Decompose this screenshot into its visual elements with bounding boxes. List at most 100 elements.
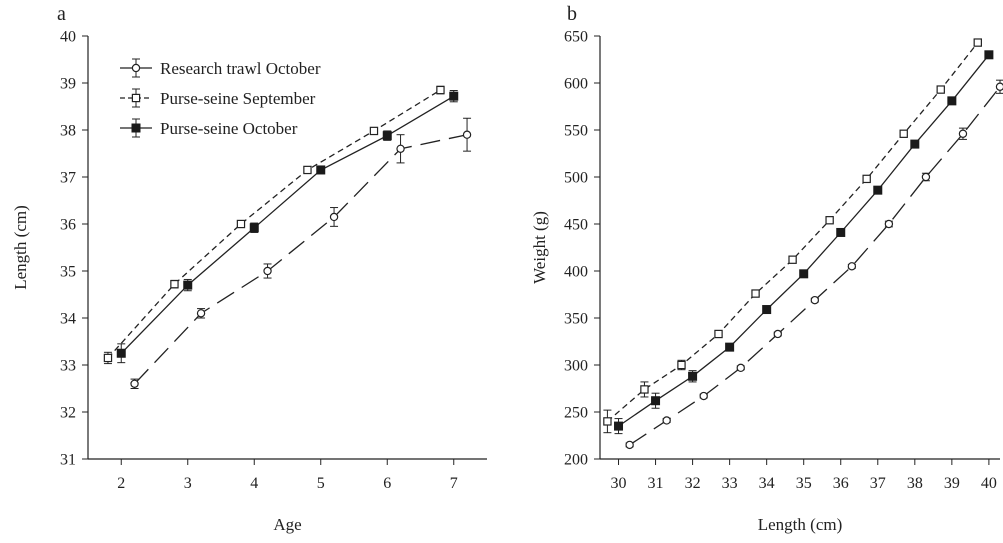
y-tick-label: 34 xyxy=(60,311,76,328)
x-tick-label: 32 xyxy=(685,475,701,492)
y-tick-label: 39 xyxy=(60,76,76,93)
data-point xyxy=(763,306,771,314)
data-point xyxy=(104,354,111,361)
data-point xyxy=(171,281,178,288)
series-open-square xyxy=(603,39,981,433)
y-tick-label: 300 xyxy=(564,358,588,375)
data-point xyxy=(700,392,707,399)
data-point xyxy=(837,228,845,236)
y-tick-label: 32 xyxy=(60,405,76,422)
data-point xyxy=(663,417,670,424)
data-point xyxy=(874,186,882,194)
data-point xyxy=(652,397,660,405)
y-tick-label: 38 xyxy=(60,123,76,140)
data-point xyxy=(383,132,391,140)
data-point xyxy=(450,92,458,100)
y-tick-label: 350 xyxy=(564,311,588,328)
legend-label: Purse-seine October xyxy=(160,119,298,138)
legend-label: Research trawl October xyxy=(160,59,321,78)
data-point xyxy=(726,343,734,351)
x-axis-label: Length (cm) xyxy=(758,515,843,534)
data-point xyxy=(900,130,907,137)
data-point xyxy=(959,130,966,137)
y-tick-label: 250 xyxy=(564,405,588,422)
data-point xyxy=(304,166,311,173)
data-point xyxy=(922,173,929,180)
data-point xyxy=(604,418,611,425)
legend-marker xyxy=(132,64,139,71)
data-point xyxy=(317,166,325,174)
legend-marker xyxy=(132,124,140,132)
data-point xyxy=(752,290,759,297)
y-tick-label: 40 xyxy=(60,29,76,46)
panel-label: b xyxy=(567,3,577,25)
x-tick-label: 38 xyxy=(907,475,923,492)
series-filled-square xyxy=(615,51,993,434)
data-point xyxy=(117,349,125,357)
x-tick-label: 31 xyxy=(648,475,664,492)
y-tick-label: 600 xyxy=(564,76,588,93)
x-tick-label: 36 xyxy=(833,475,849,492)
data-point xyxy=(330,213,337,220)
data-point xyxy=(774,330,781,337)
data-point xyxy=(641,386,648,393)
x-tick-label: 3 xyxy=(184,475,192,492)
data-point xyxy=(826,217,833,224)
x-tick-label: 4 xyxy=(250,475,258,492)
x-tick-label: 2 xyxy=(117,475,125,492)
x-tick-label: 37 xyxy=(870,475,886,492)
x-tick-label: 6 xyxy=(383,475,391,492)
x-tick-label: 40 xyxy=(981,475,997,492)
y-tick-label: 200 xyxy=(564,452,588,469)
legend: Research trawl October Purse-seine Septem… xyxy=(120,59,321,138)
y-tick-label: 35 xyxy=(60,264,76,281)
y-axis-label: Length (cm) xyxy=(11,205,30,290)
data-point xyxy=(237,220,244,227)
x-tick-label: 5 xyxy=(317,475,325,492)
x-tick-label: 7 xyxy=(450,475,458,492)
data-point xyxy=(737,364,744,371)
data-point xyxy=(789,256,796,263)
x-tick-label: 30 xyxy=(611,475,627,492)
y-axis-label: Weight (g) xyxy=(530,211,549,284)
data-point xyxy=(996,83,1003,90)
panel-b-weight-by-length: 30 31 32 33 34 35 36 37 38 39 40 200 250 300 350 400 450… xyxy=(530,3,1003,534)
y-tick-label: 550 xyxy=(564,123,588,140)
data-point xyxy=(811,297,818,304)
legend-label: Purse-seine September xyxy=(160,89,316,108)
series-line xyxy=(607,43,977,422)
data-point xyxy=(885,220,892,227)
data-point xyxy=(184,281,192,289)
data-point xyxy=(626,441,633,448)
data-point xyxy=(264,267,271,274)
y-tick-label: 650 xyxy=(564,29,588,46)
data-point xyxy=(863,175,870,182)
data-point xyxy=(197,310,204,317)
data-point xyxy=(397,145,404,152)
data-point xyxy=(250,224,258,232)
data-point xyxy=(131,380,138,387)
x-tick-label: 33 xyxy=(722,475,738,492)
data-point xyxy=(678,361,685,368)
data-point xyxy=(615,422,623,430)
series-line xyxy=(135,135,468,384)
y-tick-label: 500 xyxy=(564,170,588,187)
series-line xyxy=(630,87,1000,445)
data-point xyxy=(437,86,444,93)
y-tick-label: 31 xyxy=(60,452,76,469)
data-point xyxy=(911,140,919,148)
y-tick-label: 400 xyxy=(564,264,588,281)
data-point xyxy=(948,97,956,105)
data-point xyxy=(800,270,808,278)
data-point xyxy=(985,51,993,59)
data-point xyxy=(974,39,981,46)
y-tick-label: 36 xyxy=(60,217,76,234)
y-tick-label: 37 xyxy=(60,170,76,187)
series-open-circle xyxy=(626,80,1003,448)
x-axis-label: Age xyxy=(273,515,301,534)
x-tick-label: 39 xyxy=(944,475,960,492)
panel-label: a xyxy=(57,3,66,25)
data-point xyxy=(463,131,470,138)
